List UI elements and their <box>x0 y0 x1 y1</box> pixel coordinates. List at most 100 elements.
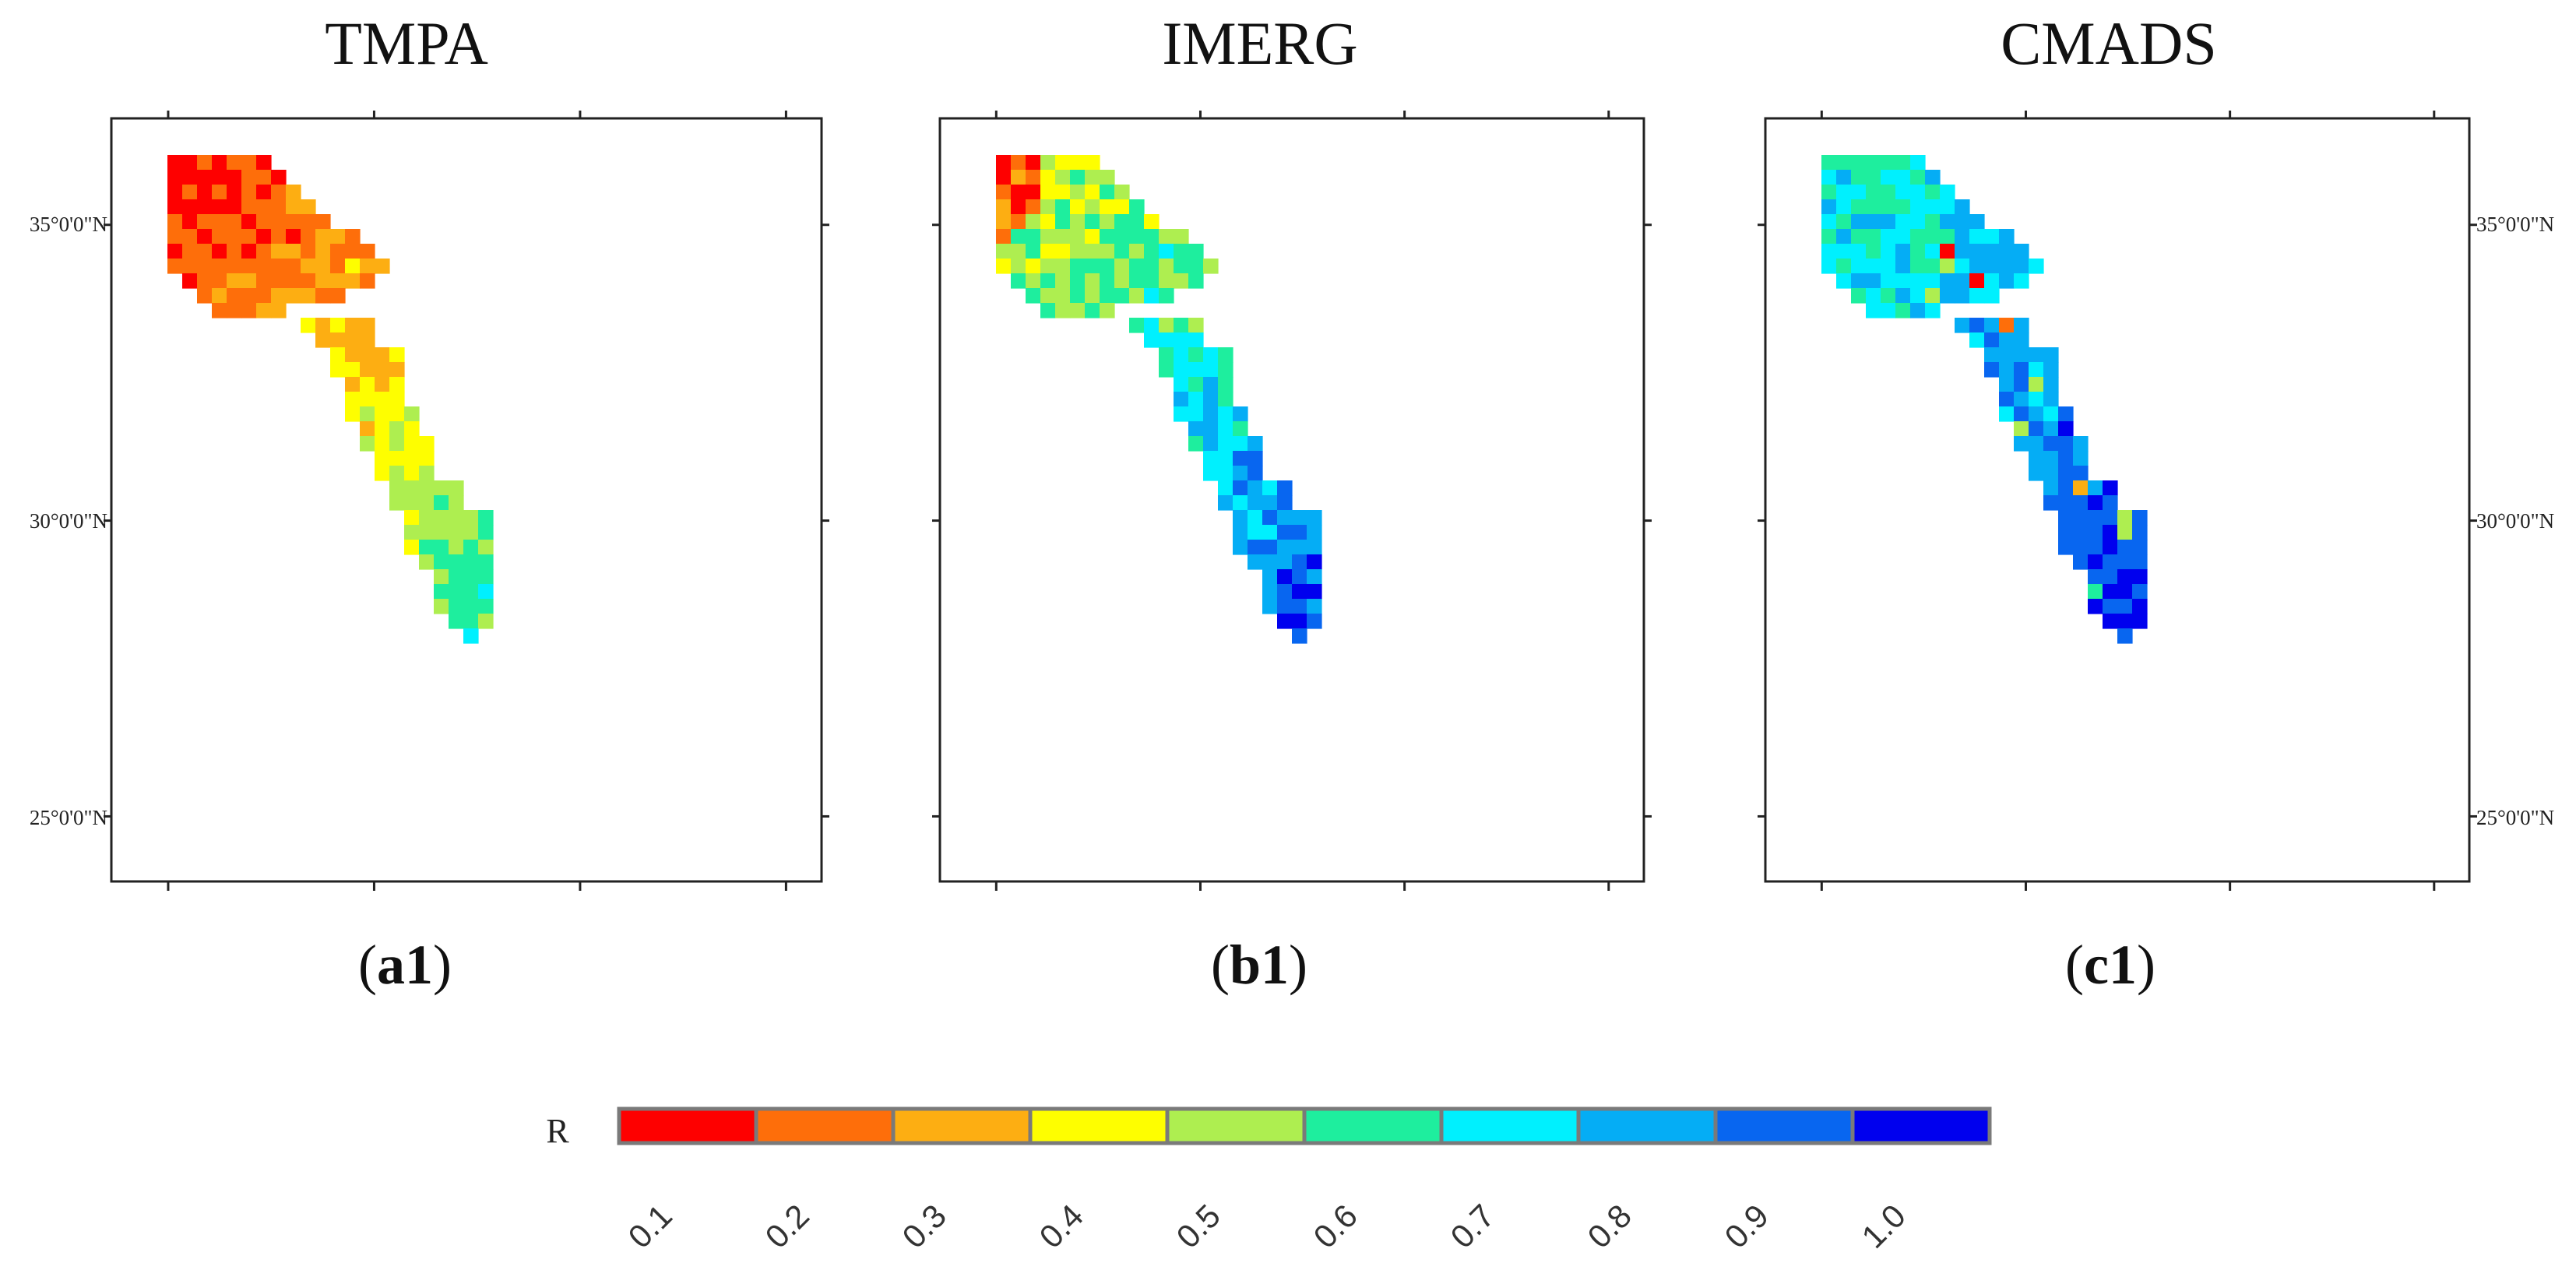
grid-cell <box>1910 244 1926 259</box>
legend-bin <box>1302 1106 1444 1145</box>
grid-cell <box>315 259 331 274</box>
grid-cell <box>1277 480 1293 496</box>
grid-cell <box>2088 569 2103 585</box>
grid-cell <box>2117 584 2133 600</box>
grid-cell <box>1821 214 1837 230</box>
grid-cell <box>375 436 390 452</box>
grid-cell <box>2043 495 2059 511</box>
grid-cell <box>478 599 494 614</box>
grid-cell <box>286 199 301 215</box>
grid-cell <box>227 303 242 318</box>
grid-cell <box>1292 540 1307 555</box>
grid-cell <box>463 525 479 540</box>
grid-cell <box>1851 155 1867 171</box>
grid-cell <box>1969 259 1985 274</box>
grid-cell <box>2088 495 2103 511</box>
grid-cell <box>1821 244 1837 259</box>
grid-cell <box>256 170 272 185</box>
grid-cell <box>2117 599 2133 614</box>
grid-cell <box>286 244 301 259</box>
grid-cell <box>1144 332 1160 348</box>
grid-cell <box>1821 170 1837 185</box>
grid-cell <box>1100 259 1115 274</box>
grid-cell <box>345 392 361 407</box>
grid-cell <box>389 466 405 481</box>
grid-cell <box>167 155 183 171</box>
grid-cell <box>1925 303 1941 318</box>
grid-cell <box>1055 244 1071 259</box>
grid-cell <box>404 436 420 452</box>
grid-cell <box>2103 510 2118 526</box>
grid-cell <box>1233 480 1248 496</box>
grid-cell <box>256 273 272 289</box>
grid-cell <box>241 303 257 318</box>
grid-cell <box>478 614 494 629</box>
grid-cell <box>227 244 242 259</box>
grid-cell <box>1955 199 1970 215</box>
grid-cell <box>2014 347 2029 363</box>
grid-cell <box>1085 199 1100 215</box>
grid-cell <box>2043 466 2059 481</box>
grid-cell <box>389 377 405 392</box>
grid-cell <box>330 318 346 333</box>
grid-cell <box>375 377 390 392</box>
grid-cell <box>1203 362 1219 378</box>
grid-cell <box>1218 347 1233 363</box>
grid-cell <box>1262 510 1278 526</box>
panel-title-imerg: IMERG <box>1162 9 1357 77</box>
grid-cell <box>1174 273 1189 289</box>
grid-cell <box>1881 273 1896 289</box>
grid-cell <box>167 244 183 259</box>
grid-cell <box>1984 288 2000 304</box>
grid-cell <box>330 288 346 304</box>
grid-cell <box>1188 244 1204 259</box>
grid-cell <box>1881 199 1896 215</box>
grid-cell <box>1233 421 1248 437</box>
grid-cell <box>197 214 213 230</box>
grid-cell <box>404 480 420 496</box>
grid-cell <box>1040 273 1056 289</box>
grid-cell <box>2014 406 2029 422</box>
grid-cell <box>1262 569 1278 585</box>
grid-cell <box>1218 466 1233 481</box>
grid-cell <box>1955 288 1970 304</box>
grid-cell <box>1218 480 1233 496</box>
legend-bin <box>754 1106 896 1145</box>
grid-cell <box>1881 244 1896 259</box>
grid-cell <box>1836 185 1852 200</box>
grid-cell <box>1129 229 1145 245</box>
grid-cell <box>389 495 405 511</box>
grid-cell <box>2029 466 2044 481</box>
grid-cell <box>1821 199 1837 215</box>
grid-cell <box>1925 288 1941 304</box>
grid-cell <box>1984 318 2000 333</box>
grid-cell <box>1040 244 1056 259</box>
grid-cell <box>1836 199 1852 215</box>
grid-cell <box>1851 229 1867 245</box>
grid-cell <box>1011 229 1026 245</box>
grid-cell <box>1188 436 1204 452</box>
grid-cell <box>315 214 331 230</box>
grid-cell <box>212 185 227 200</box>
grid-cell <box>2103 599 2118 614</box>
grid-cell <box>301 214 316 230</box>
grid-cell <box>1999 244 2015 259</box>
grid-cell <box>2058 406 2074 422</box>
grid-cell <box>1218 451 1233 466</box>
grid-cell <box>404 540 420 555</box>
grid-cell <box>241 288 257 304</box>
grid-cell <box>1940 273 1955 289</box>
grid-cell <box>1233 466 1248 481</box>
grid-cell <box>434 554 449 570</box>
grid-cell <box>1955 259 1970 274</box>
grid-cell <box>434 540 449 555</box>
grid-cell <box>1277 614 1293 629</box>
grid-cell <box>1866 244 1881 259</box>
grid-cell <box>419 466 435 481</box>
grid-cell <box>2073 510 2089 526</box>
grid-cell <box>1999 406 2015 422</box>
grid-cell <box>375 421 390 437</box>
grid-cell <box>1910 214 1926 230</box>
grid-cell <box>463 599 479 614</box>
grid-cell <box>1866 155 1881 171</box>
